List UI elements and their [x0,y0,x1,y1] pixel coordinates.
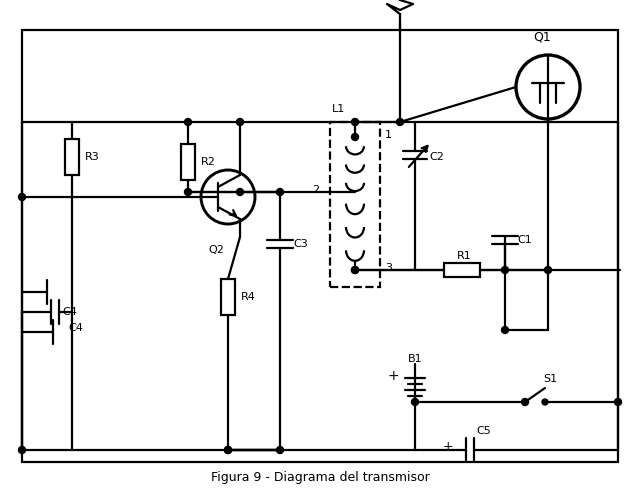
Text: C3: C3 [293,239,308,249]
Text: C5: C5 [476,426,491,436]
Circle shape [351,267,358,274]
Bar [444,263,480,277]
Text: Q1: Q1 [533,30,551,43]
Text: C2: C2 [429,152,444,162]
Text: +: + [387,369,399,383]
Bar [181,144,195,180]
Circle shape [276,447,284,454]
Text: S1: S1 [543,374,557,384]
Circle shape [225,447,232,454]
Circle shape [545,267,552,274]
Circle shape [542,399,548,405]
Circle shape [19,193,26,201]
Text: L1: L1 [332,104,345,114]
Circle shape [351,267,358,274]
Circle shape [184,119,191,125]
Circle shape [237,119,243,125]
Circle shape [225,447,232,454]
Text: C4: C4 [62,307,77,317]
Text: +: + [443,439,453,453]
Bar [221,279,235,315]
Circle shape [397,119,403,125]
Circle shape [351,119,358,125]
Text: 1: 1 [385,130,392,140]
Circle shape [502,267,509,274]
Text: R1: R1 [457,251,472,261]
Circle shape [351,133,358,141]
Text: Figura 9 - Diagrama del transmisor: Figura 9 - Diagrama del transmisor [211,470,429,484]
Text: C4: C4 [68,323,83,333]
Text: B1: B1 [408,354,422,364]
Bar [330,122,380,287]
Circle shape [614,399,621,405]
Circle shape [276,188,284,195]
Text: Q2: Q2 [208,245,224,255]
Circle shape [502,327,509,334]
Text: R3: R3 [85,152,100,162]
Text: 3: 3 [385,263,392,273]
Circle shape [522,399,529,405]
Text: 2: 2 [312,185,319,195]
Bar [65,139,79,175]
Text: R2: R2 [201,157,216,167]
Text: R4: R4 [241,292,256,302]
Text: C1: C1 [517,235,532,245]
Circle shape [237,188,243,195]
Circle shape [412,399,419,405]
Circle shape [19,447,26,454]
Circle shape [184,188,191,195]
